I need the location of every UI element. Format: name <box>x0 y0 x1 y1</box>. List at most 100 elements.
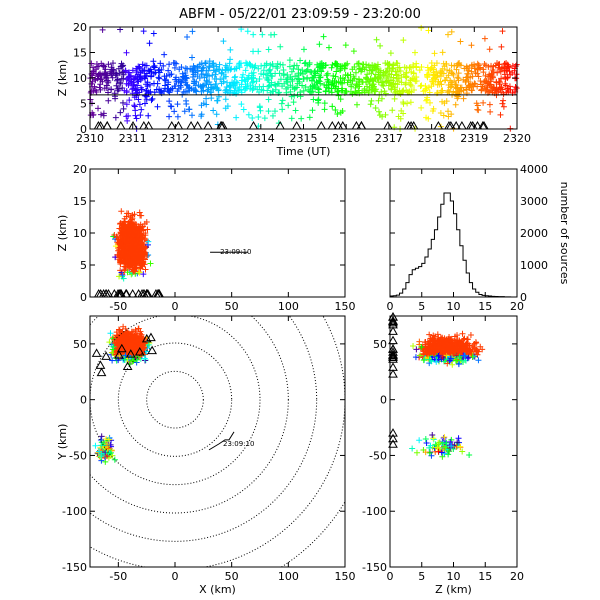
source-point <box>428 83 435 90</box>
source-point <box>499 100 506 107</box>
ground-triangle <box>291 120 302 130</box>
source-point <box>422 87 429 94</box>
source-point <box>278 100 285 107</box>
source-point <box>150 80 157 87</box>
source-point <box>402 73 409 80</box>
source-point <box>489 66 496 73</box>
source-point <box>425 115 432 122</box>
source-point <box>316 72 323 79</box>
x-y-xtick-label: 0 <box>172 570 179 583</box>
source-point <box>502 80 509 87</box>
time-height-xtick-label: 2313 <box>204 132 232 145</box>
source-point <box>128 221 135 228</box>
source-point <box>120 233 127 240</box>
source-point <box>222 73 229 80</box>
source-point <box>190 87 197 94</box>
source-point <box>280 67 287 74</box>
source-point <box>388 71 395 78</box>
source-point <box>435 78 442 85</box>
source-point <box>386 65 393 72</box>
source-point <box>365 78 372 85</box>
source-point <box>208 95 215 102</box>
source-point <box>114 76 121 83</box>
source-point <box>485 63 492 70</box>
source-point <box>265 68 272 75</box>
source-point <box>133 228 140 235</box>
source-point <box>312 67 319 74</box>
source-point <box>343 88 350 95</box>
source-point <box>462 79 469 86</box>
source-point <box>109 74 116 81</box>
source-point <box>455 70 462 77</box>
source-point <box>499 28 506 35</box>
source-point <box>397 115 404 122</box>
source-point <box>352 69 359 76</box>
source-point <box>261 115 268 122</box>
source-point <box>116 225 123 232</box>
source-point <box>341 76 348 83</box>
source-point <box>418 63 425 70</box>
source-point <box>335 92 342 99</box>
source-point <box>146 40 153 47</box>
ground-triangle <box>203 120 213 130</box>
x-z-ytick-label: 10 <box>73 227 87 240</box>
source-point <box>391 95 398 102</box>
source-point <box>400 37 407 44</box>
source-point <box>321 100 328 107</box>
source-point <box>143 70 150 77</box>
source-point <box>132 256 139 263</box>
source-point <box>222 96 229 103</box>
source-point <box>213 63 220 70</box>
source-point <box>488 71 495 78</box>
source-point <box>168 103 175 110</box>
source-point <box>287 88 294 95</box>
source-point <box>413 60 420 67</box>
source-point <box>137 250 144 257</box>
source-point <box>474 106 481 113</box>
source-point <box>132 262 139 269</box>
source-point <box>302 83 309 90</box>
source-point <box>486 101 493 108</box>
range-ring <box>90 316 345 567</box>
source-point <box>467 74 474 81</box>
source-point <box>178 64 185 71</box>
source-point <box>121 236 128 243</box>
source-point <box>213 75 220 82</box>
source-point <box>468 42 475 49</box>
z-y-xtick-label: 5 <box>418 570 425 583</box>
time-height-ytick-label: 15 <box>73 47 87 60</box>
source-point <box>174 101 181 108</box>
source-point <box>498 75 505 82</box>
source-point <box>94 63 101 70</box>
time-height-xtick-label: 2314 <box>247 132 275 145</box>
source-point <box>135 96 142 103</box>
source-point <box>337 63 344 70</box>
source-point <box>363 61 370 68</box>
source-point <box>444 67 451 74</box>
source-point <box>124 269 131 276</box>
source-point <box>109 335 116 342</box>
source-point <box>500 103 507 110</box>
source-point <box>195 63 201 70</box>
source-point <box>448 28 455 35</box>
source-point <box>342 71 349 78</box>
time-height-ytick-label: 10 <box>73 72 87 85</box>
source-point <box>324 76 331 83</box>
source-point <box>497 68 504 75</box>
z-y-xtick-label: 0 <box>387 570 394 583</box>
source-point <box>277 76 284 83</box>
source-point <box>240 106 247 113</box>
time-height-ylabel: Z (km) <box>56 60 69 97</box>
source-point <box>412 78 419 85</box>
source-point <box>158 87 165 94</box>
source-point <box>186 85 193 92</box>
source-point <box>189 28 196 35</box>
source-point <box>124 117 131 124</box>
time-height-xtick-label: 2318 <box>418 132 446 145</box>
source-point <box>272 81 279 88</box>
source-point <box>214 85 221 92</box>
source-point <box>171 108 178 115</box>
x-y-ylabel: Y (km) <box>56 424 69 461</box>
source-point <box>449 81 456 88</box>
source-point <box>161 88 168 95</box>
